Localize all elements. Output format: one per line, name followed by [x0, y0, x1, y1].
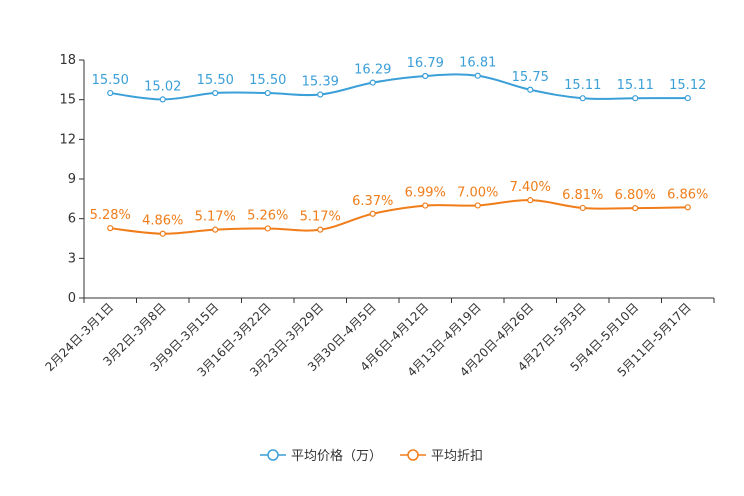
data-label: 15.50	[197, 73, 234, 88]
data-point[interactable]	[474, 72, 481, 79]
data-label: 16.81	[459, 56, 496, 71]
data-label: 15.50	[249, 73, 286, 88]
data-label: 5.17%	[195, 210, 236, 225]
data-point[interactable]	[264, 89, 271, 97]
data-label: 15.11	[564, 78, 601, 93]
series-avg-price: 15.50 15.02 15.50 15.50 15.39 16.29 16.79 16.81…	[92, 56, 706, 103]
legend-marker-icon	[407, 449, 419, 461]
data-label: 7.40%	[510, 180, 551, 195]
data-label: 15.11	[617, 78, 654, 93]
data-label: 16.79	[407, 56, 444, 71]
data-label: 15.02	[144, 79, 181, 94]
data-point[interactable]	[684, 94, 691, 102]
data-label: 6.81%	[562, 188, 603, 203]
legend-marker-icon	[267, 449, 279, 461]
data-point[interactable]	[369, 79, 376, 86]
data-point[interactable]	[422, 202, 429, 209]
legend-item-avg-discount[interactable]: 平均折扣	[400, 449, 483, 464]
data-point[interactable]	[317, 91, 324, 98]
data-point[interactable]	[159, 96, 166, 103]
data-point[interactable]	[579, 95, 586, 102]
data-label: 7.00%	[457, 185, 498, 200]
data-point[interactable]	[527, 86, 534, 93]
data-point[interactable]	[369, 210, 376, 217]
series-line	[110, 199, 688, 235]
legend-label: 平均折扣	[431, 449, 483, 464]
data-label: 4.86%	[142, 214, 183, 229]
data-point[interactable]	[474, 202, 481, 209]
data-point[interactable]	[684, 204, 691, 211]
data-point[interactable]	[212, 226, 219, 233]
data-label: 15.12	[669, 78, 706, 93]
data-point[interactable]	[212, 89, 219, 97]
data-label: 6.37%	[352, 194, 393, 209]
data-label: 5.17%	[300, 210, 341, 225]
legend-label: 平均价格（万）	[291, 448, 382, 464]
legend-item-avg-price[interactable]: 平均价格（万）	[260, 448, 382, 464]
series-avg-discount: 5.28% 4.86% 5.17% 5.26% 5.17% 6.37% 6.99% 7.00%…	[90, 180, 708, 237]
data-label: 6.99%	[405, 186, 446, 201]
y-tick-label: 9	[68, 172, 76, 187]
data-label: 6.86%	[667, 187, 708, 202]
chart-legend[interactable]: 平均价格（万） 平均折扣	[260, 448, 483, 464]
data-label: 15.50	[92, 73, 129, 88]
data-label: 16.29	[354, 63, 391, 78]
y-tick-label: 6	[68, 212, 76, 227]
data-point[interactable]	[579, 204, 586, 212]
y-tick-label: 18	[59, 53, 76, 68]
data-point[interactable]	[632, 95, 639, 102]
data-point[interactable]	[422, 72, 429, 80]
series-line	[110, 73, 688, 101]
data-point[interactable]	[107, 89, 114, 97]
y-tick-label: 12	[59, 132, 76, 147]
data-label: 6.80%	[615, 188, 656, 203]
y-tick-label: 15	[59, 93, 76, 108]
data-point[interactable]	[317, 226, 324, 233]
data-label: 15.75	[512, 70, 549, 85]
data-point[interactable]	[159, 230, 166, 237]
data-label: 15.39	[302, 75, 339, 90]
data-point[interactable]	[527, 197, 534, 204]
chart-series: 15.50 15.02 15.50 15.50 15.39 16.29 16.79 16.81…	[90, 56, 708, 237]
data-label: 5.26%	[247, 208, 288, 223]
data-point[interactable]	[264, 225, 271, 232]
y-tick-label: 0	[68, 291, 76, 306]
data-point[interactable]	[107, 225, 114, 232]
y-tick-label: 3	[68, 251, 76, 266]
data-label: 5.28%	[90, 208, 131, 223]
data-point[interactable]	[632, 204, 639, 212]
